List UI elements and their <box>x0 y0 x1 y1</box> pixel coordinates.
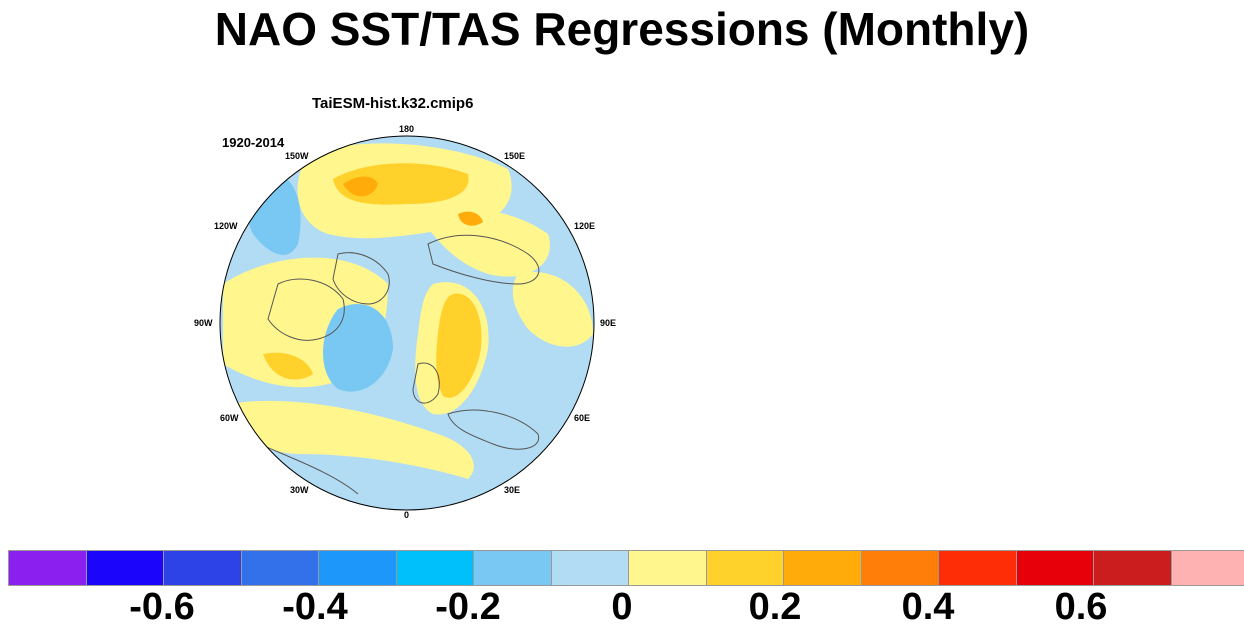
lon-label-90e: 90E <box>600 318 617 328</box>
field-gulfstream-positive <box>263 352 313 380</box>
colorbar-box <box>474 551 552 585</box>
map-boundary <box>219 135 595 511</box>
coastline-canada <box>267 278 345 341</box>
lon-label-120w: 120W <box>214 221 238 231</box>
panel-period: 1920-2014 <box>222 135 285 150</box>
colorbar <box>8 550 1244 586</box>
colorbar-box <box>319 551 397 585</box>
polar-regression-map <box>219 135 595 511</box>
colorbar-box <box>706 551 784 585</box>
lon-label-60e: 60E <box>574 413 591 423</box>
colorbar-box <box>241 551 319 585</box>
colorbar-box <box>396 551 474 585</box>
colorbar-box <box>1016 551 1094 585</box>
lon-label-90w: 90W <box>194 318 213 328</box>
coastline-siberia <box>427 234 540 285</box>
map-field <box>220 136 594 510</box>
coastline-scandinavia <box>412 362 440 404</box>
colorbar-label: -0.4 <box>282 586 348 628</box>
field-subtropical-positive <box>228 400 474 479</box>
lon-label-30w: 30W <box>290 485 309 495</box>
colorbar-label: -0.2 <box>435 586 501 628</box>
colorbar-label: 0 <box>611 586 633 628</box>
field-siberia-positive <box>418 208 550 277</box>
colorbar-box <box>551 551 629 585</box>
colorbar-box <box>629 551 707 585</box>
lon-label-150e: 150E <box>504 151 526 161</box>
colorbar-label: 0.2 <box>748 586 802 628</box>
lon-label-30e: 30E <box>504 485 521 495</box>
colorbar-box <box>784 551 862 585</box>
lon-label-150w: 150W <box>285 151 309 161</box>
lon-label-60w: 60W <box>220 413 239 423</box>
lon-label-120e: 120E <box>574 221 596 231</box>
coastline-greenland <box>332 252 390 305</box>
colorbar-box <box>861 551 939 585</box>
colorbar-box <box>164 551 242 585</box>
field-greenland-negative <box>323 303 393 392</box>
field-eurasia-strong <box>436 293 482 398</box>
colorbar-box <box>939 551 1017 585</box>
lon-label-0: 0 <box>404 510 410 520</box>
colorbar-box <box>1171 551 1244 585</box>
colorbar-label: 0.4 <box>901 586 955 628</box>
lon-label-180: 180 <box>399 124 415 134</box>
colorbar-box <box>9 551 87 585</box>
colorbar-box <box>86 551 164 585</box>
coastline-mediterranean <box>447 409 540 450</box>
colorbar-label: 0.6 <box>1054 586 1108 628</box>
field-asia-positive <box>512 272 593 347</box>
figure-title: NAO SST/TAS Regressions (Monthly) <box>214 3 1030 55</box>
field-okhotsk-max <box>458 211 483 226</box>
colorbar-label: -0.6 <box>129 586 195 628</box>
panel-model-title: TaiESM-hist.k32.cmip6 <box>312 95 474 112</box>
field-pacific-max <box>343 176 378 197</box>
colorbar-box <box>1094 551 1172 585</box>
